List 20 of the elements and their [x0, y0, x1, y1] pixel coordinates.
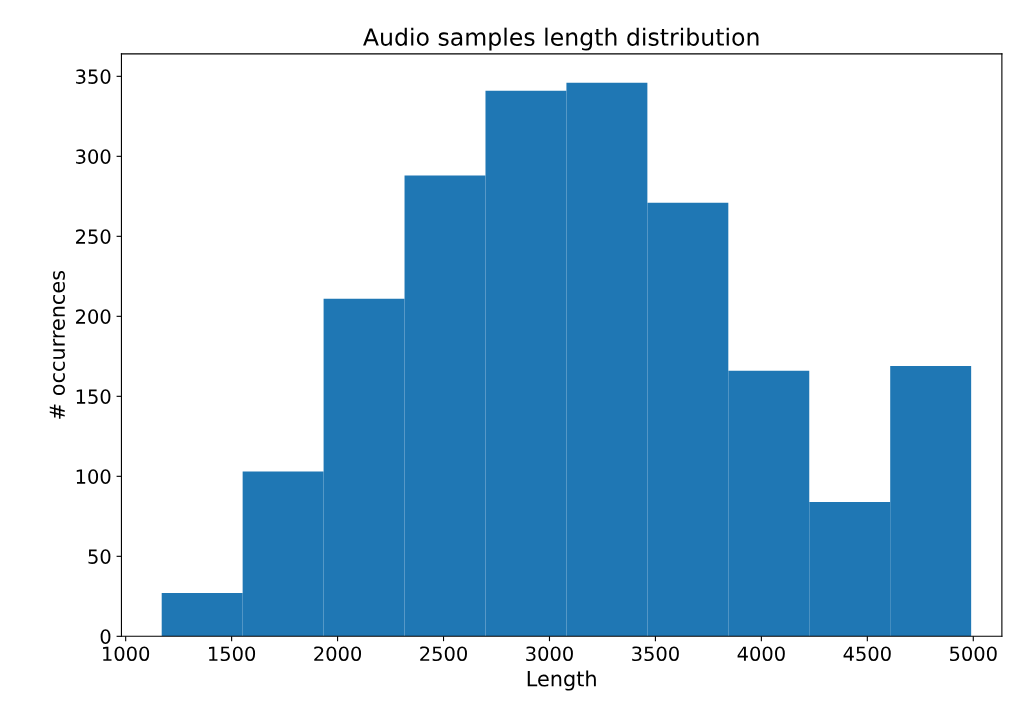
x-tick-label: 3000 — [526, 646, 573, 662]
x-tick-label: 3500 — [632, 646, 679, 662]
x-tick-label: 2500 — [420, 646, 467, 662]
x-axis-title: Length — [527, 670, 596, 691]
y-tick-label: 150 — [76, 389, 111, 404]
x-tick-label: 4000 — [737, 646, 785, 662]
y-tick-label: 50 — [88, 549, 111, 564]
y-tick-label: 0 — [100, 629, 111, 644]
y-tick-label: 200 — [76, 309, 111, 324]
chart-title: Audio samples length distribution — [363, 27, 759, 51]
y-tick-label: 350 — [76, 69, 111, 84]
x-tick-label: 1500 — [209, 646, 256, 662]
x-tick-label: 5000 — [950, 646, 997, 662]
x-tick-label: 2000 — [314, 646, 362, 662]
y-axis-title: # occurrences — [49, 270, 66, 419]
y-tick-label: 250 — [76, 229, 111, 244]
x-tick-label: 4500 — [843, 646, 891, 662]
y-tick-label: 100 — [76, 469, 111, 484]
x-tick-label: 1000 — [103, 646, 150, 662]
y-tick-label: 300 — [76, 149, 111, 164]
